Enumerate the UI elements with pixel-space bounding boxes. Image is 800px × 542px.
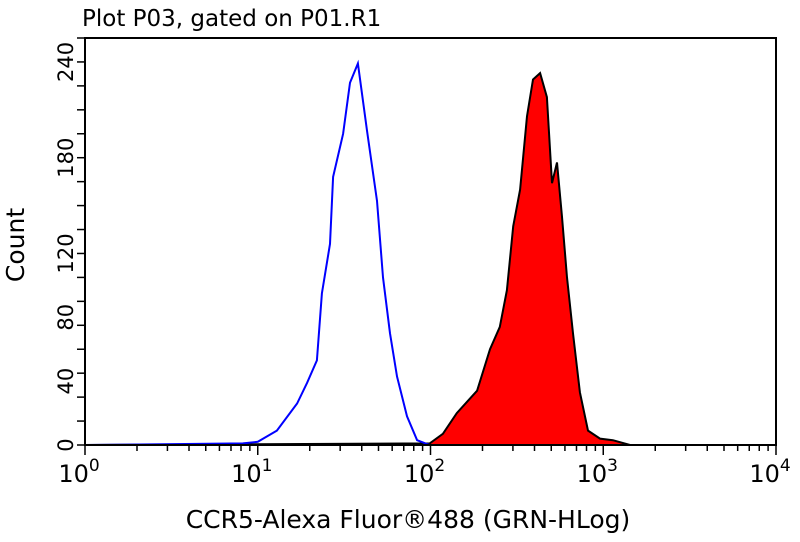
y-tick-label: 180 [54, 138, 78, 178]
x-tick-exponent: 1 [262, 456, 273, 476]
x-tick-base: 10 [749, 460, 780, 488]
x-tick-base: 10 [404, 460, 435, 488]
x-tick-base: 10 [577, 460, 608, 488]
x-tick-label: 104 [749, 456, 790, 488]
y-tick-label: 40 [54, 368, 78, 395]
y-tick-label: 0 [54, 438, 78, 451]
series-line-1 [84, 71, 776, 446]
chart-title: Plot P03, gated on P01.R1 [82, 6, 381, 32]
plot-frame [84, 37, 777, 446]
x-tick-exponent: 2 [434, 456, 445, 476]
x-tick-exponent: 3 [607, 456, 618, 476]
y-tick-label: 240 [54, 42, 78, 82]
x-tick-base: 10 [58, 460, 89, 488]
x-tick-label: 101 [231, 456, 272, 488]
series-line-0 [84, 59, 776, 446]
x-tick-exponent: 4 [780, 456, 791, 476]
x-tick-exponent: 0 [89, 456, 100, 476]
x-tick-label: 103 [577, 456, 618, 488]
x-tick-label: 100 [58, 456, 99, 488]
x-axis-label: CCR5-Alexa Fluor®488 (GRN-HLog) [186, 505, 631, 534]
x-tick-base: 10 [231, 460, 262, 488]
y-tick-label: 80 [54, 304, 78, 331]
x-tick-label: 102 [404, 456, 445, 488]
y-tick-label: 120 [54, 233, 78, 273]
series-fill-1 [85, 73, 776, 445]
y-axis-label: Count [1, 208, 30, 282]
